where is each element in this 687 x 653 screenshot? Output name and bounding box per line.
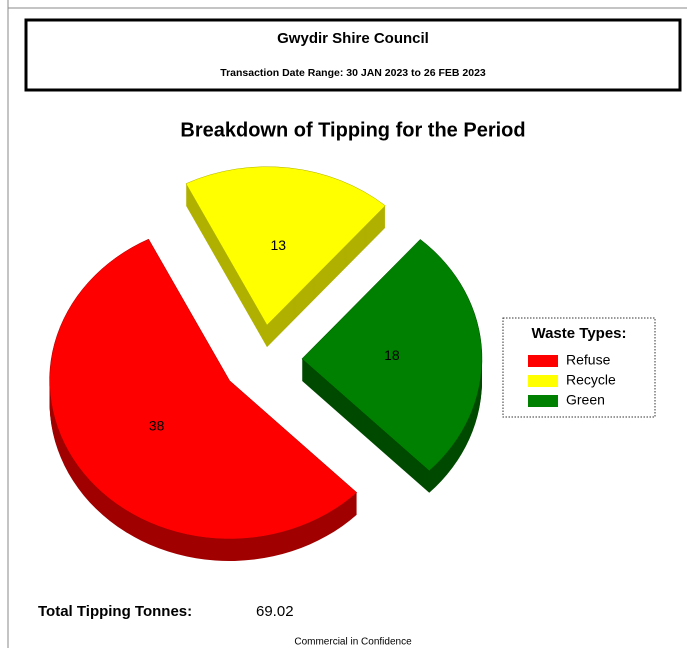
legend-label: Green xyxy=(566,392,605,408)
header-title: Gwydir Shire Council xyxy=(277,30,429,47)
header-subtitle: Transaction Date Range: 30 JAN 2023 to 2… xyxy=(220,67,486,79)
legend-swatch xyxy=(528,355,558,367)
slice-label: 13 xyxy=(270,237,286,253)
legend-title: Waste Types: xyxy=(531,325,626,342)
legend-label: Recycle xyxy=(566,372,616,388)
legend-swatch xyxy=(528,375,558,387)
slice-label: 18 xyxy=(384,347,400,363)
header-box xyxy=(24,18,682,92)
total-label: Total Tipping Tonnes: xyxy=(38,603,192,620)
total-value: 69.02 xyxy=(256,603,294,620)
pie-slice xyxy=(185,166,386,326)
legend-label: Refuse xyxy=(566,352,611,368)
slice-label: 38 xyxy=(149,418,165,434)
legend-swatch xyxy=(528,395,558,407)
pie-slice xyxy=(301,239,483,472)
confidentiality-note: Commercial in Confidence xyxy=(294,637,412,648)
chart-title: Breakdown of Tipping for the Period xyxy=(180,119,525,141)
pie-slice xyxy=(49,238,358,540)
